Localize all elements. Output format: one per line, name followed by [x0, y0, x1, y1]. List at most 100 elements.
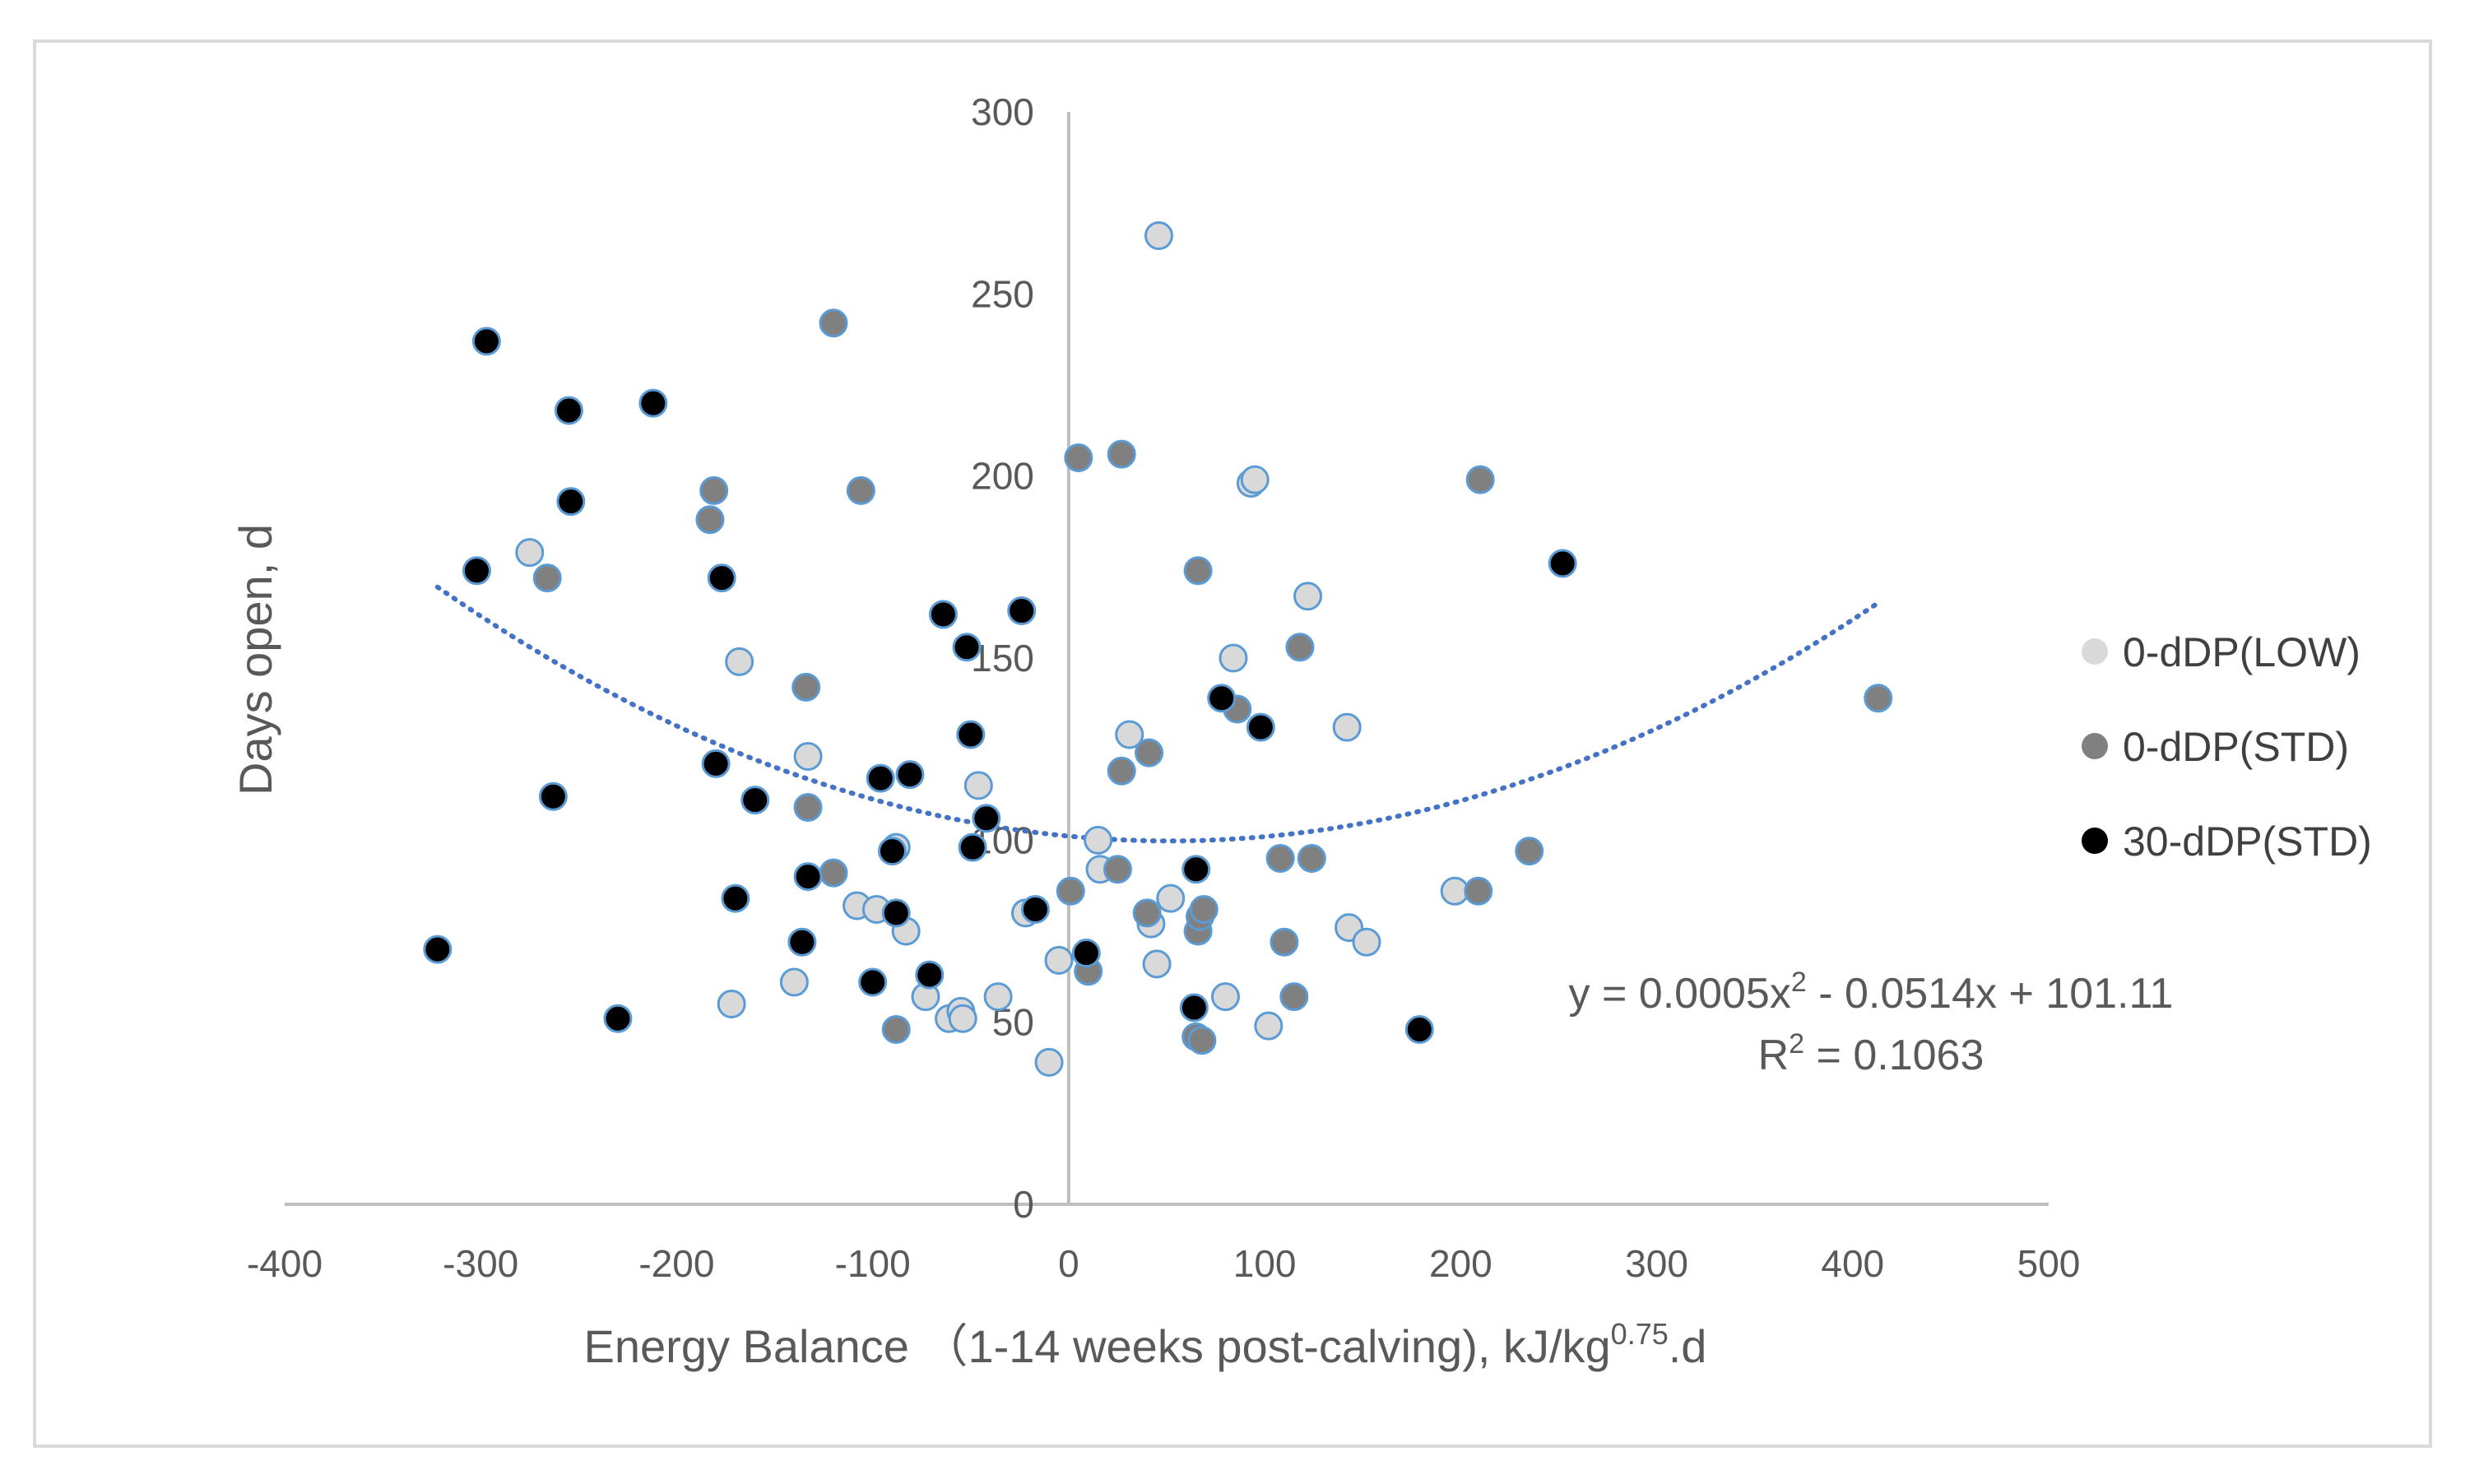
- data-point: [740, 786, 770, 815]
- data-point: [819, 858, 848, 888]
- data-point: [787, 927, 817, 957]
- legend-marker: [2082, 828, 2108, 854]
- data-point: [877, 837, 907, 866]
- x-tick-label: -300: [443, 1242, 518, 1285]
- equation-exponent: 2: [1791, 967, 1807, 998]
- data-point: [915, 960, 945, 990]
- data-point: [791, 672, 821, 702]
- x-tick-label: 200: [1429, 1242, 1492, 1285]
- x-axis-title-suffix: .d: [1669, 1320, 1707, 1372]
- data-point: [1115, 720, 1144, 749]
- equation-lead: y = 0.0005x: [1569, 970, 1791, 1018]
- series-3: [423, 327, 1577, 1045]
- data-point: [948, 1004, 977, 1033]
- x-axis-title: Energy Balance （1-14 weeks post-calving)…: [584, 1317, 1707, 1372]
- data-point: [1219, 643, 1248, 673]
- x-tick-label: -400: [247, 1242, 323, 1285]
- data-point: [866, 763, 895, 793]
- legend-marker: [2082, 638, 2108, 665]
- data-point: [1465, 465, 1495, 494]
- data-point: [1293, 582, 1323, 611]
- data-point: [1240, 465, 1270, 494]
- data-point: [1034, 1047, 1064, 1077]
- equation-tail: - 0.0514x + 101.11: [1807, 970, 2174, 1018]
- data-point: [1179, 993, 1209, 1023]
- data-point: [717, 990, 746, 1019]
- r2-tail: = 0.1063: [1804, 1032, 1984, 1079]
- data-point: [881, 1015, 911, 1045]
- data-point: [1156, 883, 1186, 913]
- data-point: [1297, 843, 1326, 873]
- data-point: [881, 898, 911, 928]
- data-point: [1135, 738, 1164, 768]
- x-tick-label: -200: [638, 1242, 714, 1285]
- data-point: [471, 327, 501, 356]
- data-point: [956, 720, 986, 749]
- data-point: [1515, 837, 1544, 866]
- data-point: [1210, 982, 1240, 1012]
- data-point: [928, 600, 958, 629]
- x-tick-label: 400: [1821, 1242, 1884, 1285]
- data-point: [1285, 633, 1315, 662]
- chart-frame: -400 -300 -200 -100 0 100 200 300 400 500 0 50 100 1…: [33, 39, 2432, 1448]
- data-point: [1181, 855, 1211, 884]
- data-point: [793, 792, 823, 822]
- y-tick-label: 150: [971, 637, 1034, 679]
- data-point: [1270, 927, 1299, 957]
- data-point: [1144, 221, 1173, 251]
- data-point: [1107, 439, 1136, 469]
- data-point: [793, 742, 823, 772]
- axes: [285, 112, 2049, 1206]
- data-point: [1246, 712, 1275, 742]
- data-point: [983, 982, 1013, 1012]
- data-point: [846, 475, 875, 505]
- data-point: [1107, 756, 1136, 786]
- data-point: [779, 967, 809, 997]
- data-point: [1183, 556, 1213, 586]
- scatter-chart: -400 -300 -200 -100 0 100 200 300 400 500 0501001…: [230, 90, 2372, 1372]
- data-point: [707, 563, 736, 593]
- data-point: [1404, 1015, 1434, 1045]
- data-point: [952, 633, 982, 662]
- data-point: [1207, 684, 1237, 713]
- data-point: [895, 760, 925, 790]
- data-point: [1189, 894, 1219, 924]
- data-point: [1332, 712, 1362, 742]
- data-point: [1187, 1026, 1217, 1055]
- y-tick-label: 250: [971, 272, 1034, 315]
- data-point: [963, 771, 993, 800]
- data-point: [819, 308, 848, 338]
- r-squared-label: R2 = 0.1063: [1758, 1028, 1985, 1079]
- data-point: [554, 396, 583, 425]
- trendline-equation: y = 0.0005x2 - 0.0514x + 101.11: [1569, 967, 2174, 1018]
- data-point: [793, 862, 823, 892]
- data-point: [1064, 443, 1093, 473]
- data-point: [638, 388, 668, 418]
- data-point: [1056, 876, 1085, 906]
- data-point: [701, 749, 731, 778]
- data-point: [1132, 898, 1162, 928]
- data-point: [556, 487, 586, 517]
- x-axis-title-main: Energy Balance （1-14 weeks post-calving)…: [584, 1320, 1611, 1372]
- x-axis-title-superscript: 0.75: [1611, 1317, 1669, 1351]
- data-points: [423, 221, 1893, 1077]
- trendline: [434, 584, 1879, 844]
- data-point: [695, 505, 725, 535]
- trendline-path: [434, 584, 1879, 844]
- legend-marker: [2082, 733, 2108, 759]
- data-point: [1084, 825, 1113, 855]
- y-tick-label: 200: [971, 455, 1034, 498]
- y-tick-label: 0: [1013, 1183, 1034, 1226]
- data-point: [532, 563, 562, 593]
- data-point: [603, 1004, 633, 1033]
- data-point: [1464, 876, 1493, 906]
- data-point: [699, 475, 729, 505]
- data-point: [1071, 939, 1101, 968]
- data-point: [1020, 894, 1050, 924]
- x-tick-label: 0: [1058, 1242, 1079, 1285]
- data-point: [1007, 596, 1037, 625]
- data-point: [725, 647, 754, 676]
- data-point: [1352, 927, 1381, 957]
- y-axis-title: Days open, d: [230, 524, 281, 795]
